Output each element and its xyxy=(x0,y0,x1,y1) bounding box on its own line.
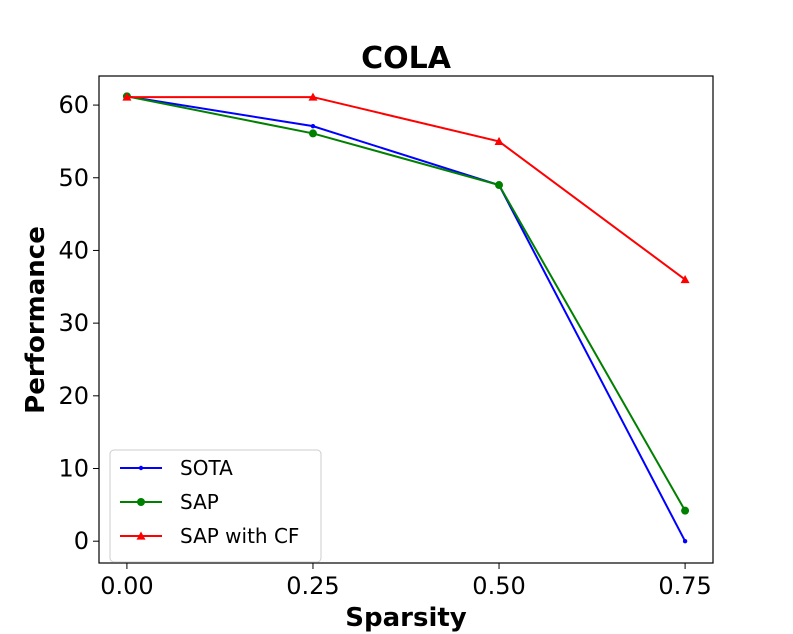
y-tick-label: 20 xyxy=(58,382,89,410)
x-tick-label: 0.50 xyxy=(472,572,525,600)
legend-label: SAP xyxy=(180,490,219,514)
series-line-sap xyxy=(127,96,685,510)
x-axis-label: Sparsity xyxy=(345,603,467,633)
x-tick-label: 0.75 xyxy=(658,572,711,600)
data-point-sap xyxy=(681,507,689,515)
data-point-sap xyxy=(309,129,317,137)
y-axis-label: Performance xyxy=(21,226,51,414)
data-point-sap xyxy=(495,181,503,189)
x-tick-label: 0.00 xyxy=(100,572,153,600)
y-tick-label: 0 xyxy=(74,527,89,555)
y-tick-label: 50 xyxy=(58,164,89,192)
data-point-sota xyxy=(311,124,315,128)
legend-label: SOTA xyxy=(180,456,233,480)
legend-label: SAP with CF xyxy=(180,524,299,548)
y-tick-label: 30 xyxy=(58,309,89,337)
y-tick-label: 60 xyxy=(58,91,89,119)
y-tick-label: 40 xyxy=(58,236,89,264)
legend-marker xyxy=(139,466,143,470)
series-sap-with-cf xyxy=(122,93,689,284)
x-tick-label: 0.25 xyxy=(286,572,339,600)
data-point-sota xyxy=(683,539,687,543)
legend: SOTA SAP SAP with CF xyxy=(110,450,321,562)
series-line-sap-with-cf xyxy=(127,97,685,279)
chart: COLA 0.00 0.25 0.50 0.75 0 10 20 30 40 50 60 Spar… xyxy=(0,0,793,634)
chart-title: COLA xyxy=(361,41,452,76)
y-tick-label: 10 xyxy=(58,455,89,483)
legend-marker xyxy=(137,498,145,506)
